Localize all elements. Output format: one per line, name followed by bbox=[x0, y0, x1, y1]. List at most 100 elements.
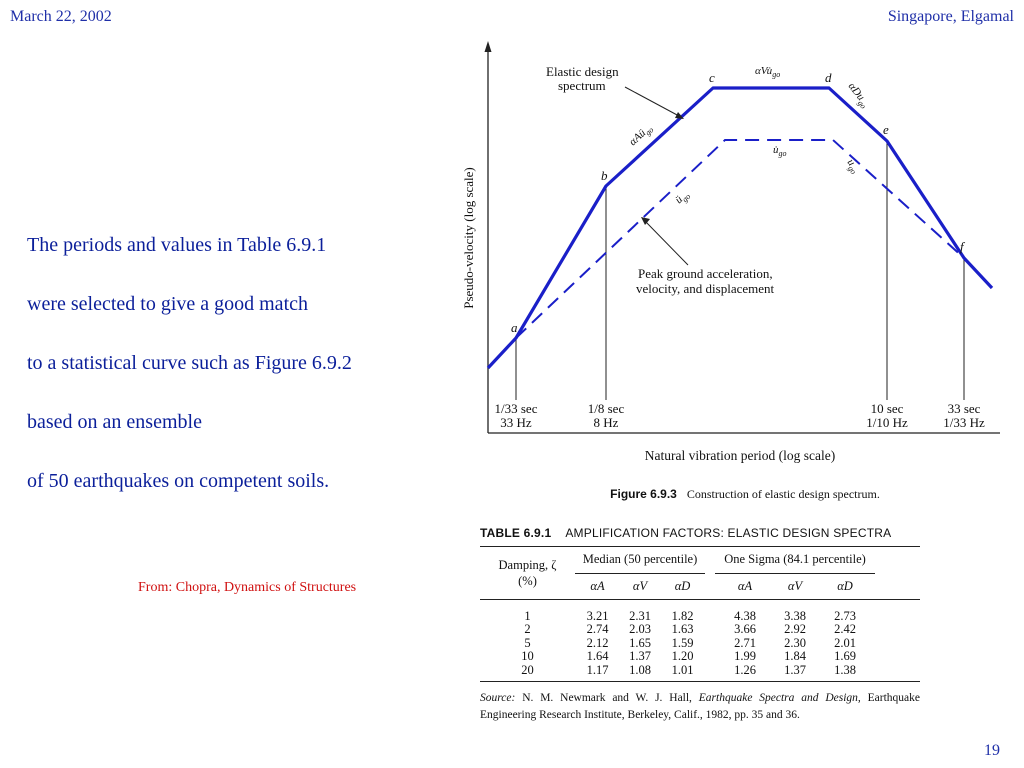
column-header: αV bbox=[787, 578, 803, 593]
damping-cell: 20 bbox=[521, 662, 534, 677]
annotation-ground-arrow-line bbox=[644, 220, 689, 266]
point-label-e: e bbox=[883, 122, 889, 137]
annotation-ground-arrowhead bbox=[641, 217, 650, 225]
slide-date: March 22, 2002 bbox=[10, 8, 112, 25]
value-cell: 1.38 bbox=[834, 662, 856, 677]
body-line: of 50 earthquakes on competent soils. bbox=[27, 470, 330, 492]
point-label-c: c bbox=[709, 70, 715, 85]
damping-cell: 5 bbox=[524, 635, 531, 650]
segment-label-ground-accel: ügo bbox=[673, 188, 692, 207]
segment-label-ground-disp: ugo bbox=[843, 157, 862, 176]
value-cell: 1.82 bbox=[671, 608, 694, 623]
value-cell: 2.01 bbox=[834, 635, 856, 650]
body-text: The periods and values in Table 6.9.1 we… bbox=[27, 216, 457, 511]
column-header: αA bbox=[737, 578, 753, 593]
value-cell: 1.37 bbox=[784, 662, 806, 677]
value-cell: 2.42 bbox=[834, 622, 856, 636]
value-cell: 1.37 bbox=[629, 649, 651, 663]
value-cell: 1.20 bbox=[671, 649, 694, 663]
design-spectrum-figure: a b c d e f αAügo αVu̇go αDugo ügo u̇go … bbox=[455, 38, 1015, 508]
value-cell: 2.74 bbox=[586, 622, 609, 636]
body-line: based on an ensemble bbox=[27, 411, 202, 433]
annotation-elastic-arrowhead bbox=[675, 112, 684, 119]
value-cell: 1.01 bbox=[671, 662, 694, 677]
table-title-text: AMPLIFICATION FACTORS: ELASTIC DESIGN SP… bbox=[565, 526, 892, 540]
slide-author: Singapore, Elgamal bbox=[887, 8, 1014, 25]
tick-label-e-top: 10 sec bbox=[871, 401, 904, 416]
source-label: Source: bbox=[480, 692, 516, 704]
body-line: to a statistical curve such as Figure 6.… bbox=[27, 352, 352, 374]
column-header: αV bbox=[632, 578, 648, 593]
source-credit: From: Chopra, Dynamics of Structures bbox=[138, 580, 357, 595]
source-authors: N. M. Newmark and W. J. Hall, bbox=[522, 692, 692, 704]
median-header: Median (50 percentile) bbox=[575, 547, 705, 574]
source-rest: Earthquake Engineering Research Institut… bbox=[480, 692, 921, 721]
value-cell: 2.31 bbox=[629, 608, 651, 623]
table-row: 1 3.21 2.31 1.82 4.38 3.38 2.73 bbox=[480, 608, 920, 624]
table-source-note: Source: N. M. Newmark and W. J. Hall, Ea… bbox=[480, 690, 920, 724]
elastic-spectrum-curve bbox=[486, 86, 994, 370]
segment-label-elastic-vel: αVu̇go bbox=[755, 65, 780, 79]
annotation-ground-line2: velocity, and displacement bbox=[636, 281, 775, 296]
tick-label-f-top: 33 sec bbox=[948, 401, 981, 416]
body-line: were selected to give a good match bbox=[27, 293, 308, 315]
value-cell: 4.38 bbox=[734, 608, 756, 623]
annotation-ground-line1: Peak ground acceleration, bbox=[638, 266, 773, 281]
damping-cell: 2 bbox=[524, 622, 531, 636]
annotation-elastic-line1: Elastic design bbox=[546, 64, 619, 79]
value-cell: 2.03 bbox=[629, 622, 651, 636]
value-cell: 2.12 bbox=[586, 635, 609, 650]
value-cell: 1.69 bbox=[834, 649, 856, 663]
amplification-factors-table: Damping, ζ (%) Median (50 percentile) On… bbox=[480, 547, 920, 677]
value-cell: 2.92 bbox=[784, 622, 806, 636]
table-bottom-rule bbox=[480, 681, 920, 682]
value-cell: 1.63 bbox=[671, 622, 694, 636]
table-row: 10 1.64 1.37 1.20 1.99 1.84 1.69 bbox=[480, 649, 920, 664]
page-number: 19 bbox=[984, 742, 1000, 759]
table-top-rule bbox=[480, 546, 920, 547]
source-title: Earthquake Spectra and Design, bbox=[698, 692, 861, 704]
value-cell: 1.64 bbox=[586, 649, 609, 663]
ground-motion-curve bbox=[515, 139, 965, 339]
design-spectrum-diagram: a b c d e f αAügo αVu̇go αDugo ügo u̇go … bbox=[461, 41, 1000, 501]
table-number: TABLE 6.9.1 bbox=[480, 526, 552, 540]
damping-cell: 1 bbox=[524, 608, 531, 623]
damping-header-cell: Damping, ζ (%) bbox=[480, 547, 575, 599]
y-axis-label: Pseudo-velocity (log scale) bbox=[461, 167, 476, 309]
tick-label-b-bottom: 8 Hz bbox=[594, 415, 619, 430]
annotation-elastic-arrow-line bbox=[624, 86, 680, 117]
table-row: 5 2.12 1.65 1.59 2.71 2.30 2.01 bbox=[480, 635, 920, 651]
table-row: 2 2.74 2.03 1.63 3.66 2.92 2.42 bbox=[480, 622, 920, 637]
tick-label-a-top: 1/33 sec bbox=[495, 401, 538, 416]
damping-unit: (%) bbox=[518, 573, 537, 588]
table-row: 20 1.17 1.08 1.01 1.26 1.37 1.38 bbox=[480, 662, 920, 678]
annotation-elastic-line2: spectrum bbox=[558, 78, 606, 93]
value-cell: 1.59 bbox=[671, 635, 694, 650]
tick-label-f-bottom: 1/33 Hz bbox=[943, 415, 985, 430]
value-cell: 1.65 bbox=[629, 635, 651, 650]
point-label-d: d bbox=[825, 70, 832, 85]
value-cell: 2.71 bbox=[734, 635, 756, 650]
column-header: αA bbox=[590, 578, 605, 593]
y-axis-arrow bbox=[484, 41, 492, 52]
value-cell: 2.73 bbox=[834, 608, 856, 623]
x-axis-label: Natural vibration period (log scale) bbox=[645, 448, 835, 463]
amplification-table: TABLE 6.9.1 AMPLIFICATION FACTORS: ELASTI… bbox=[480, 526, 920, 724]
value-cell: 1.26 bbox=[734, 662, 756, 677]
table-title: TABLE 6.9.1 AMPLIFICATION FACTORS: ELASTI… bbox=[480, 526, 920, 540]
tick-label-a-bottom: 33 Hz bbox=[500, 415, 532, 430]
column-header: αD bbox=[674, 578, 691, 593]
value-cell: 2.30 bbox=[784, 635, 806, 650]
value-cell: 1.99 bbox=[734, 649, 756, 663]
tick-label-b-top: 1/8 sec bbox=[588, 401, 625, 416]
point-label-a: a bbox=[511, 320, 518, 335]
value-cell: 1.08 bbox=[629, 662, 651, 677]
value-cell: 1.84 bbox=[784, 649, 806, 663]
point-label-f: f bbox=[960, 239, 966, 254]
tick-label-e-bottom: 1/10 Hz bbox=[866, 415, 908, 430]
value-cell: 3.21 bbox=[586, 608, 609, 623]
damping-header: Damping, ζ bbox=[498, 557, 557, 572]
damping-cell: 10 bbox=[521, 649, 534, 663]
sigma-header: One Sigma (84.1 percentile) bbox=[715, 547, 875, 574]
value-cell: 1.17 bbox=[586, 662, 609, 677]
